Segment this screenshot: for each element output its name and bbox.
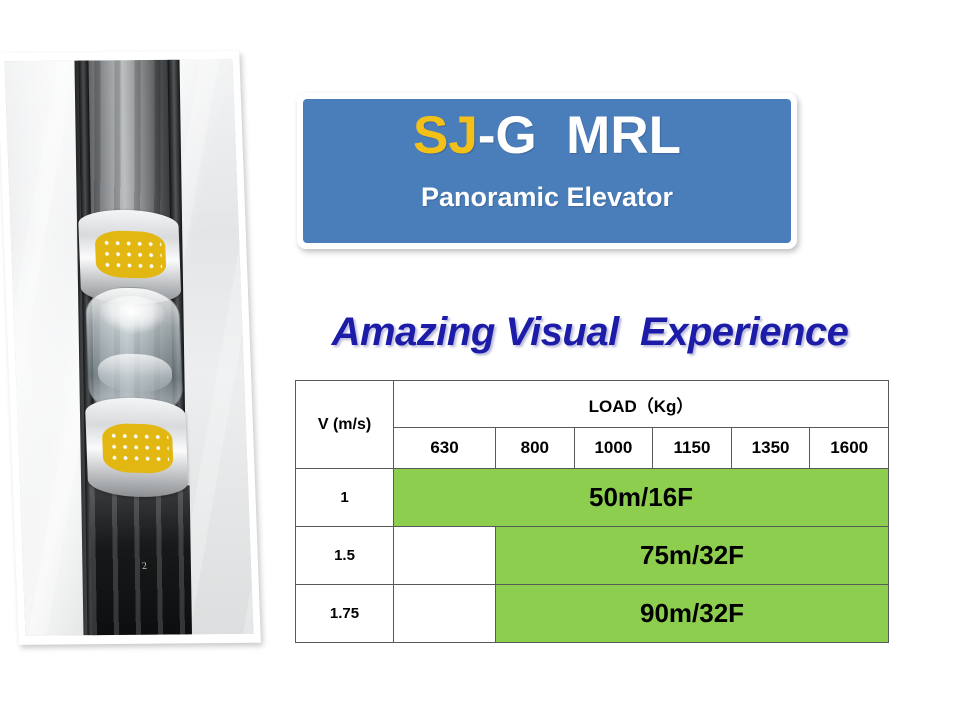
table-header-load-630: 630 [393,427,496,469]
table-cell-spec: 90m/32F [494,584,890,643]
table-cell-empty [393,526,496,585]
photo-image: 2 [4,59,254,636]
table-cell-empty [393,584,496,643]
photo-perforated-panel-top [95,229,168,279]
product-title-rest: -G MRL [477,106,681,165]
photo-floor-marker: 2 [140,560,148,572]
table-row: 1 50m/16F [295,468,890,527]
table-header-load-1000: 1000 [573,427,654,469]
table-header-speed: V (m/s) [295,380,394,469]
table-cell-spec: 75m/32F [494,526,890,585]
table-header-row-load: V (m/s) LOAD（Kg） [295,380,890,469]
photo-frame: 2 [0,51,261,645]
table-cell-speed: 1.75 [295,584,394,643]
table-row: 1.5 75m/32F [295,526,890,585]
product-title-banner: SJ-G MRL Panoramic Elevator [297,93,797,249]
photo-elevator-cab [78,208,190,498]
product-title-banner-inner: SJ-G MRL Panoramic Elevator [303,99,791,243]
photo-perforated-panel-bottom [102,421,175,474]
product-title: SJ-G MRL [413,108,681,164]
table-cell-spec: 50m/16F [392,468,890,527]
photo-cab-lower-panel [85,395,190,498]
elevator-photo-panel: 2 [0,51,261,652]
product-title-accent: SJ [413,106,478,165]
table-cell-speed: 1 [295,468,394,527]
table-header-load-1600: 1600 [809,427,890,469]
table-header-load-1150: 1150 [652,427,732,469]
table-header-load: LOAD（Kg） [392,380,890,428]
product-subtitle: Panoramic Elevator [420,181,674,212]
table-header-load-800: 800 [495,427,575,469]
table-header-row-load-values: 630 800 1000 1150 1350 1600 [296,427,890,469]
table-cell-speed: 1.5 [295,526,394,585]
table-header-load-1350: 1350 [730,427,811,469]
specification-table: V (m/s) LOAD（Kg） 630 800 1000 1150 1350 … [295,380,890,643]
table-row: 1.75 90m/32F [295,584,890,643]
page-headline: Amazing Visual Experience [331,310,849,354]
